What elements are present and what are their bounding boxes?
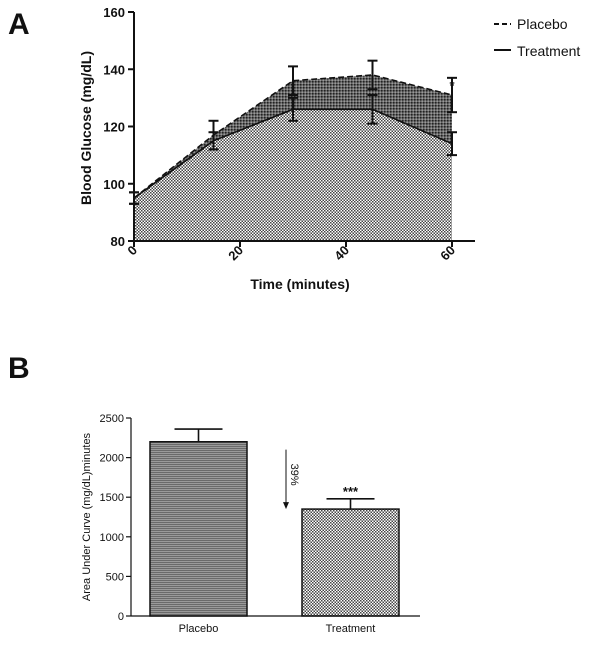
treatment-errorbar [208, 131, 219, 151]
chart-a-ytick-label: 80 [111, 234, 125, 249]
chart-b-ytick-label: 2500 [100, 413, 124, 425]
chart-a-ytick-label: 120 [103, 120, 125, 135]
chart-b-ytick-label: 2000 [100, 453, 124, 465]
bar-placebo: Placebo [149, 428, 248, 635]
chart-a-ytick-label: 160 [103, 5, 125, 20]
treatment-area [134, 109, 452, 241]
chart-a-xtick-label: 20 [225, 243, 246, 264]
chart-b: Placebo Treatment 0 500 1000 1500 2000 2500 Ar… [81, 413, 420, 635]
placebo-errorbar [367, 59, 378, 91]
treatment-errorbar [367, 94, 378, 125]
treatment-errorbar [288, 96, 298, 122]
chart-b-ytick-label: 1500 [100, 492, 124, 504]
chart-b-xtick-label: Placebo [179, 623, 219, 635]
bar-treatment: Treatment [301, 497, 400, 635]
chart-a-xtick-label: 40 [331, 243, 352, 264]
chart-a-xlabel: Time (minutes) [250, 276, 349, 292]
chart-a-legend: Placebo Treatment [494, 16, 580, 59]
chart-b-significance: *** [343, 484, 359, 499]
chart-b-xtick-label: Treatment [326, 623, 376, 635]
legend-treatment-label: Treatment [517, 43, 580, 59]
chart-a-xtick-label: 60 [437, 243, 458, 264]
placebo-errorbar [447, 76, 457, 114]
chart-a-ytick-label: 100 [103, 177, 125, 192]
legend-placebo-label: Placebo [517, 16, 568, 32]
treatment-errorbar [447, 131, 457, 157]
chart-a-ytick-label: 140 [103, 62, 125, 77]
chart-a-ylabel: Blood Glucose (mg/dL) [78, 51, 94, 205]
chart-a-significance: * [449, 78, 455, 93]
chart-b-reduction-arrow [283, 449, 289, 510]
placebo-line [133, 74, 453, 199]
chart-b-ytick-label: 500 [106, 571, 124, 583]
chart-a-xtick-label: 0 [124, 243, 140, 259]
bar-rect [301, 508, 400, 617]
panel-b-letter: B [8, 352, 30, 385]
chart-a: 80 100 120 140 160 0 20 40 60 Time (minutes) Blo… [78, 5, 580, 292]
bar-rect [149, 441, 248, 617]
chart-b-ytick-label: 0 [118, 611, 124, 623]
chart-b-reduction-label: 39% [288, 464, 300, 486]
chart-b-ylabel: Area Under Curve (mg/dL)minutes [81, 432, 93, 601]
chart-b-ytick-label: 1000 [100, 532, 124, 544]
panel-a-letter: A [8, 8, 30, 41]
placebo-errorbar [288, 65, 298, 97]
